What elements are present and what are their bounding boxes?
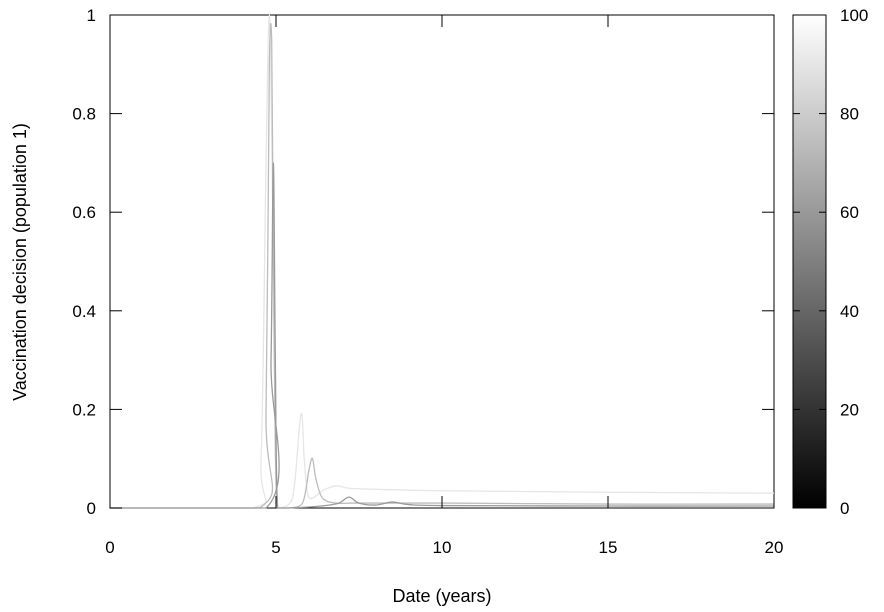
y-tick-label: 0.4 bbox=[72, 302, 96, 321]
y-tick-label: 0.2 bbox=[72, 400, 96, 419]
x-axis-label: Date (years) bbox=[392, 586, 491, 606]
series-lines bbox=[110, 15, 774, 508]
x-axis-ticks: 0 5 10 15 20 bbox=[105, 15, 783, 557]
plot-area-border bbox=[110, 15, 774, 508]
x-tick-label: 5 bbox=[271, 538, 280, 557]
y-axis-label: Vaccination decision (population 1) bbox=[10, 123, 30, 401]
colorbar-tick-label: 60 bbox=[840, 203, 859, 222]
x-tick-label: 0 bbox=[105, 538, 114, 557]
x-tick-label: 10 bbox=[433, 538, 452, 557]
series-line-0 bbox=[110, 15, 774, 508]
colorbar-tick-label: 20 bbox=[840, 400, 859, 419]
colorbar bbox=[793, 15, 826, 508]
series-line-1 bbox=[110, 23, 774, 508]
y-tick-label: 0.8 bbox=[72, 105, 96, 124]
colorbar-gradient bbox=[793, 15, 826, 508]
y-axis-ticks: 0 0.2 0.4 0.6 0.8 1 bbox=[72, 6, 774, 518]
colorbar-tick-label: 40 bbox=[840, 302, 859, 321]
y-tick-label: 0.6 bbox=[72, 203, 96, 222]
y-tick-label: 1 bbox=[87, 6, 96, 25]
plot-frame bbox=[110, 15, 774, 508]
y-tick-label: 0 bbox=[87, 499, 96, 518]
series-line-2 bbox=[110, 163, 774, 508]
x-tick-label: 20 bbox=[765, 538, 784, 557]
colorbar-tick-label: 0 bbox=[840, 499, 849, 518]
x-tick-label: 15 bbox=[599, 538, 618, 557]
colorbar-tick-label: 100 bbox=[840, 6, 868, 25]
colorbar-tick-label: 80 bbox=[840, 105, 859, 124]
